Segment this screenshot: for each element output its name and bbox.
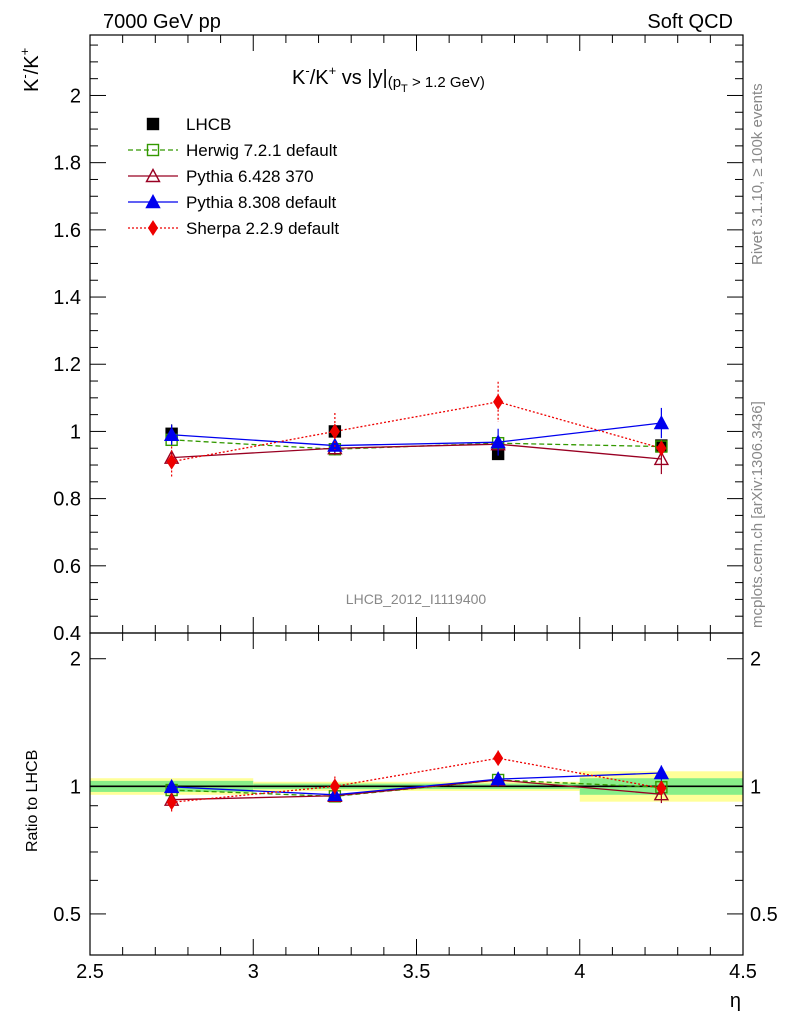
main-series-sherpa [166,381,667,477]
main-point-sherpa [329,423,340,440]
main-ytick-label: 1.6 [53,220,81,242]
main-series-pythia8 [163,407,670,456]
legend-label-sherpa: Sherpa 2.2.9 default [186,219,339,238]
x-tick-label: 4 [574,961,585,983]
ratio-line-pythia6 [171,779,662,801]
ratio-plot-frame [89,632,744,956]
legend-marker-pythia8 [145,194,161,209]
main-ytick-label: 0.8 [53,489,81,511]
ratio-plot-series [163,750,670,812]
main-line-pythia6 [171,443,662,460]
ratio-ytick-label-right: 1 [750,776,761,798]
header-left: 7000 GeV pp [103,11,221,33]
legend-marker-lhcb [146,117,160,131]
main-ytick-label: 1.4 [53,287,81,309]
ratio-point-sherpa [329,778,340,795]
legend-label-lhcb: LHCB [186,115,231,134]
ratio-series-sherpa [166,750,667,812]
x-axis-label: η [730,990,741,1012]
main-point-sherpa [166,453,177,470]
ratio-point-pythia6 [653,786,670,801]
legend: LHCB Herwig 7.2.1 default Pythia 6.428 370… [128,115,339,238]
ratio-point-sherpa [493,750,504,767]
main-point-pythia8 [163,426,180,441]
ratio-line-herwig [171,779,662,798]
main-point-pythia8 [653,415,670,430]
main-ytick-label: 0.4 [53,623,81,645]
legend-entry-pythia8: Pythia 8.308 default [128,193,337,212]
ratio-ytick-label: 1 [70,776,81,798]
legend-entry-herwig: Herwig 7.2.1 default [128,141,337,160]
ratio-point-sherpa [656,780,667,797]
analysis-watermark: LHCB_2012_I1119400 [346,591,487,607]
main-point-sherpa [493,393,504,410]
ratio-point-pythia8 [163,778,180,794]
main-plot-series [163,381,670,477]
legend-entry-sherpa: Sherpa 2.2.9 default [128,219,339,238]
x-tick-label: 3.5 [403,961,431,983]
ratio-point-pythia8 [653,765,670,780]
main-point-sherpa [656,440,667,457]
ratio-point-sherpa [166,794,177,811]
legend-marker-sherpa [147,220,159,236]
mcplots-label: mcplots.cern.ch [arXiv:1306.3436] [749,401,766,628]
x-tick-label: 2.5 [76,961,104,983]
main-point-pythia8 [490,434,506,449]
main-ytick-label: 2 [70,85,81,107]
main-ytick-label: 1.8 [53,153,81,175]
main-ytick-label: 1.2 [53,354,81,376]
main-ytick-label: 0.6 [53,556,81,578]
legend-marker-herwig [146,143,160,157]
ratio-plot-ylabel: Ratio to LHCB [24,750,41,852]
main-line-herwig [171,439,662,450]
main-plot-ticks: 0.4 0.6 0.8 1 1.2 1.4 1.6 1.8 2 [53,35,744,645]
main-plot-ylabel: K-/K+ [17,48,43,92]
ratio-line-pythia8 [171,772,662,796]
legend-entry-lhcb: LHCB [146,115,231,134]
main-plot-title: K-/K+ vs |y|(pT > 1.2 GeV) [292,63,485,95]
ratio-plot-ticks: 0.5 0.5 1 1 2 2 2.5 3 3.5 4 4.5 [53,633,778,983]
ratio-series-pythia8 [163,765,670,802]
ratio-point-pythia8 [490,771,506,786]
ratio-ytick-label: 0.5 [53,904,81,926]
x-tick-label: 3 [248,961,259,983]
x-tick-label: 4.5 [729,961,757,983]
legend-entry-pythia6: Pythia 6.428 370 [128,167,314,186]
legend-label-herwig: Herwig 7.2.1 default [186,141,337,160]
main-line-sherpa [171,401,662,463]
main-series-pythia6 [163,436,670,475]
ratio-line-sherpa [171,757,662,803]
legend-label-pythia8: Pythia 8.308 default [186,193,337,212]
header-right: Soft QCD [647,11,733,33]
ratio-ytick-label: 2 [70,649,81,671]
legend-marker-pythia6 [145,168,161,183]
legend-label-pythia6: Pythia 6.428 370 [186,167,314,186]
rivet-version-label: Rivet 3.1.10, ≥ 100k events [749,83,766,265]
ratio-ytick-label-right: 0.5 [750,904,778,926]
main-point-pythia6 [653,451,670,466]
main-line-pythia8 [171,422,662,447]
main-ytick-label: 1 [70,421,81,443]
ratio-ytick-label-right: 2 [750,649,761,671]
